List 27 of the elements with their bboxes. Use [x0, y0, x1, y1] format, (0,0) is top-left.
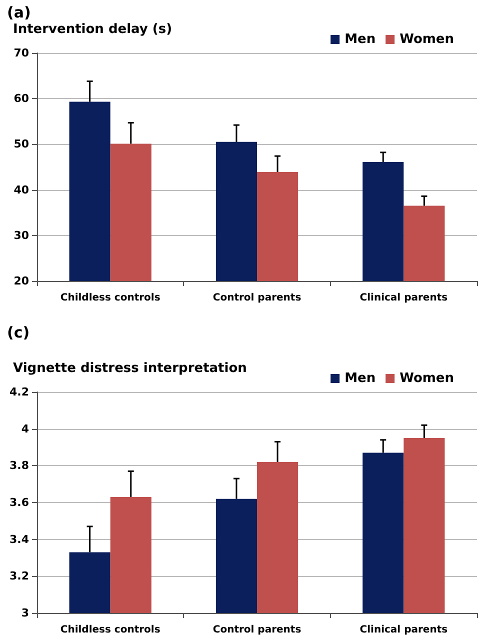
y-tick-label: 4.2 — [10, 386, 29, 398]
y-tick-label: 70 — [14, 46, 30, 60]
y-tick-label: 30 — [14, 228, 30, 242]
x-tick-label: Childless controls — [60, 624, 160, 636]
y-tick-label: 3.2 — [10, 570, 29, 583]
x-tick-label: Control parents — [212, 292, 302, 304]
y-axis-title: Intervention delay (s) — [13, 22, 172, 37]
y-tick-label: 3.6 — [10, 496, 30, 509]
y-axis-title: Vignette distress interpretation — [13, 361, 247, 376]
x-tick-label: Control parents — [212, 624, 302, 636]
legend-label: Women — [400, 32, 454, 47]
chart-title: (a) — [7, 4, 31, 22]
y-tick-label: 60 — [14, 92, 30, 106]
y-tick-label: 3 — [21, 606, 29, 620]
legend-label: Men — [344, 371, 376, 386]
y-tick-label: 50 — [14, 138, 30, 151]
x-tick-label: Childless controls — [60, 292, 160, 304]
legend-label: Men — [344, 32, 376, 47]
x-tick-label: Clinical parents — [360, 292, 448, 304]
x-tick-label: Clinical parents — [360, 624, 448, 636]
y-tick-label: 3.4 — [10, 532, 30, 546]
y-tick-label: 3.8 — [10, 459, 29, 472]
legend-label: Women — [400, 371, 454, 386]
y-tick-label: 4 — [21, 422, 30, 436]
y-tick-label: 20 — [14, 274, 30, 288]
chart-title: (c) — [7, 324, 30, 342]
y-tick-label: 40 — [14, 183, 30, 196]
